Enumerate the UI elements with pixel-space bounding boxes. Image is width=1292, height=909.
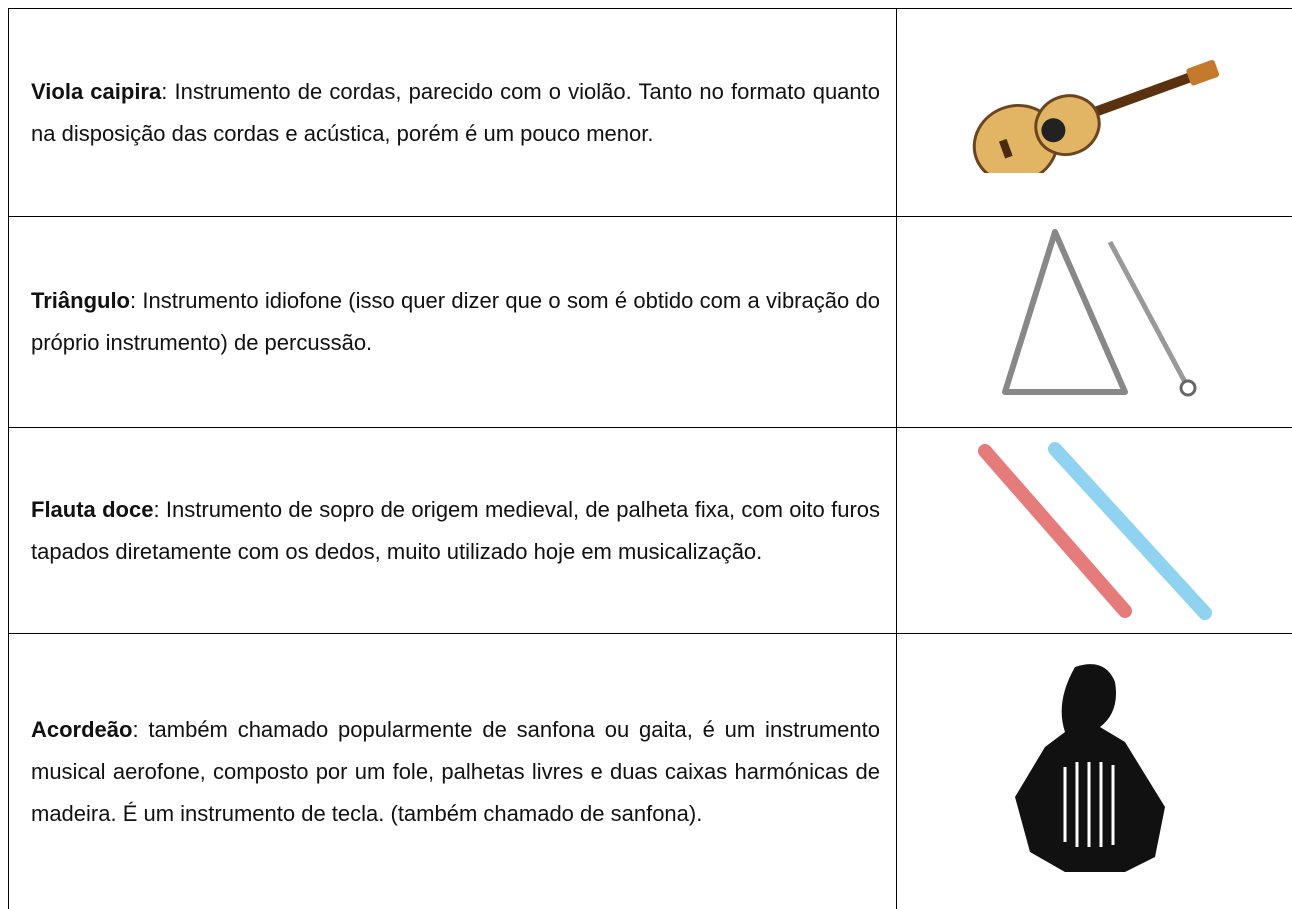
text-cell: Acordeão: também chamado popularmente de… [8,634,897,909]
description: : Instrumento de cordas, parecido com o … [31,78,880,146]
text-cell: Viola caipira: Instrumento de cordas, pa… [8,9,897,216]
paragraph: Acordeão: também chamado popularmente de… [31,709,880,835]
table-row: Viola caipira: Instrumento de cordas, pa… [8,8,1292,216]
description: : Instrumento idiofone (isso quer dizer … [31,288,880,355]
description: : Instrumento de sopro de origem medieva… [31,496,881,564]
guitar-image [972,59,1219,173]
image-cell [897,634,1292,909]
description: : também chamado popularmente de sanfona… [31,716,880,826]
text-cell: Flauta doce: Instrumento de sopro de ori… [8,428,897,633]
paragraph: Viola caipira: Instrumento de cordas, pa… [31,71,880,155]
table-row: Triângulo: Instrumento idiofone (isso qu… [8,216,1292,427]
paragraph: Flauta doce: Instrumento de sopro de ori… [31,489,880,573]
term: Viola caipira [31,78,162,104]
accordion-image [1014,663,1165,872]
paragraph: Triângulo: Instrumento idiofone (isso qu… [31,280,880,364]
term: Flauta doce [31,496,154,522]
image-cell [897,428,1292,633]
term: Acordeão [31,716,133,742]
image-cell [897,217,1292,427]
table-row: Flauta doce: Instrumento de sopro de ori… [8,427,1292,633]
term: Triângulo [31,288,130,313]
table-row: Acordeão: também chamado popularmente de… [8,633,1292,909]
image-cell [897,9,1292,216]
text-cell: Triângulo: Instrumento idiofone (isso qu… [8,217,897,427]
recorders-image [977,441,1212,620]
triangle-image [1001,229,1196,397]
